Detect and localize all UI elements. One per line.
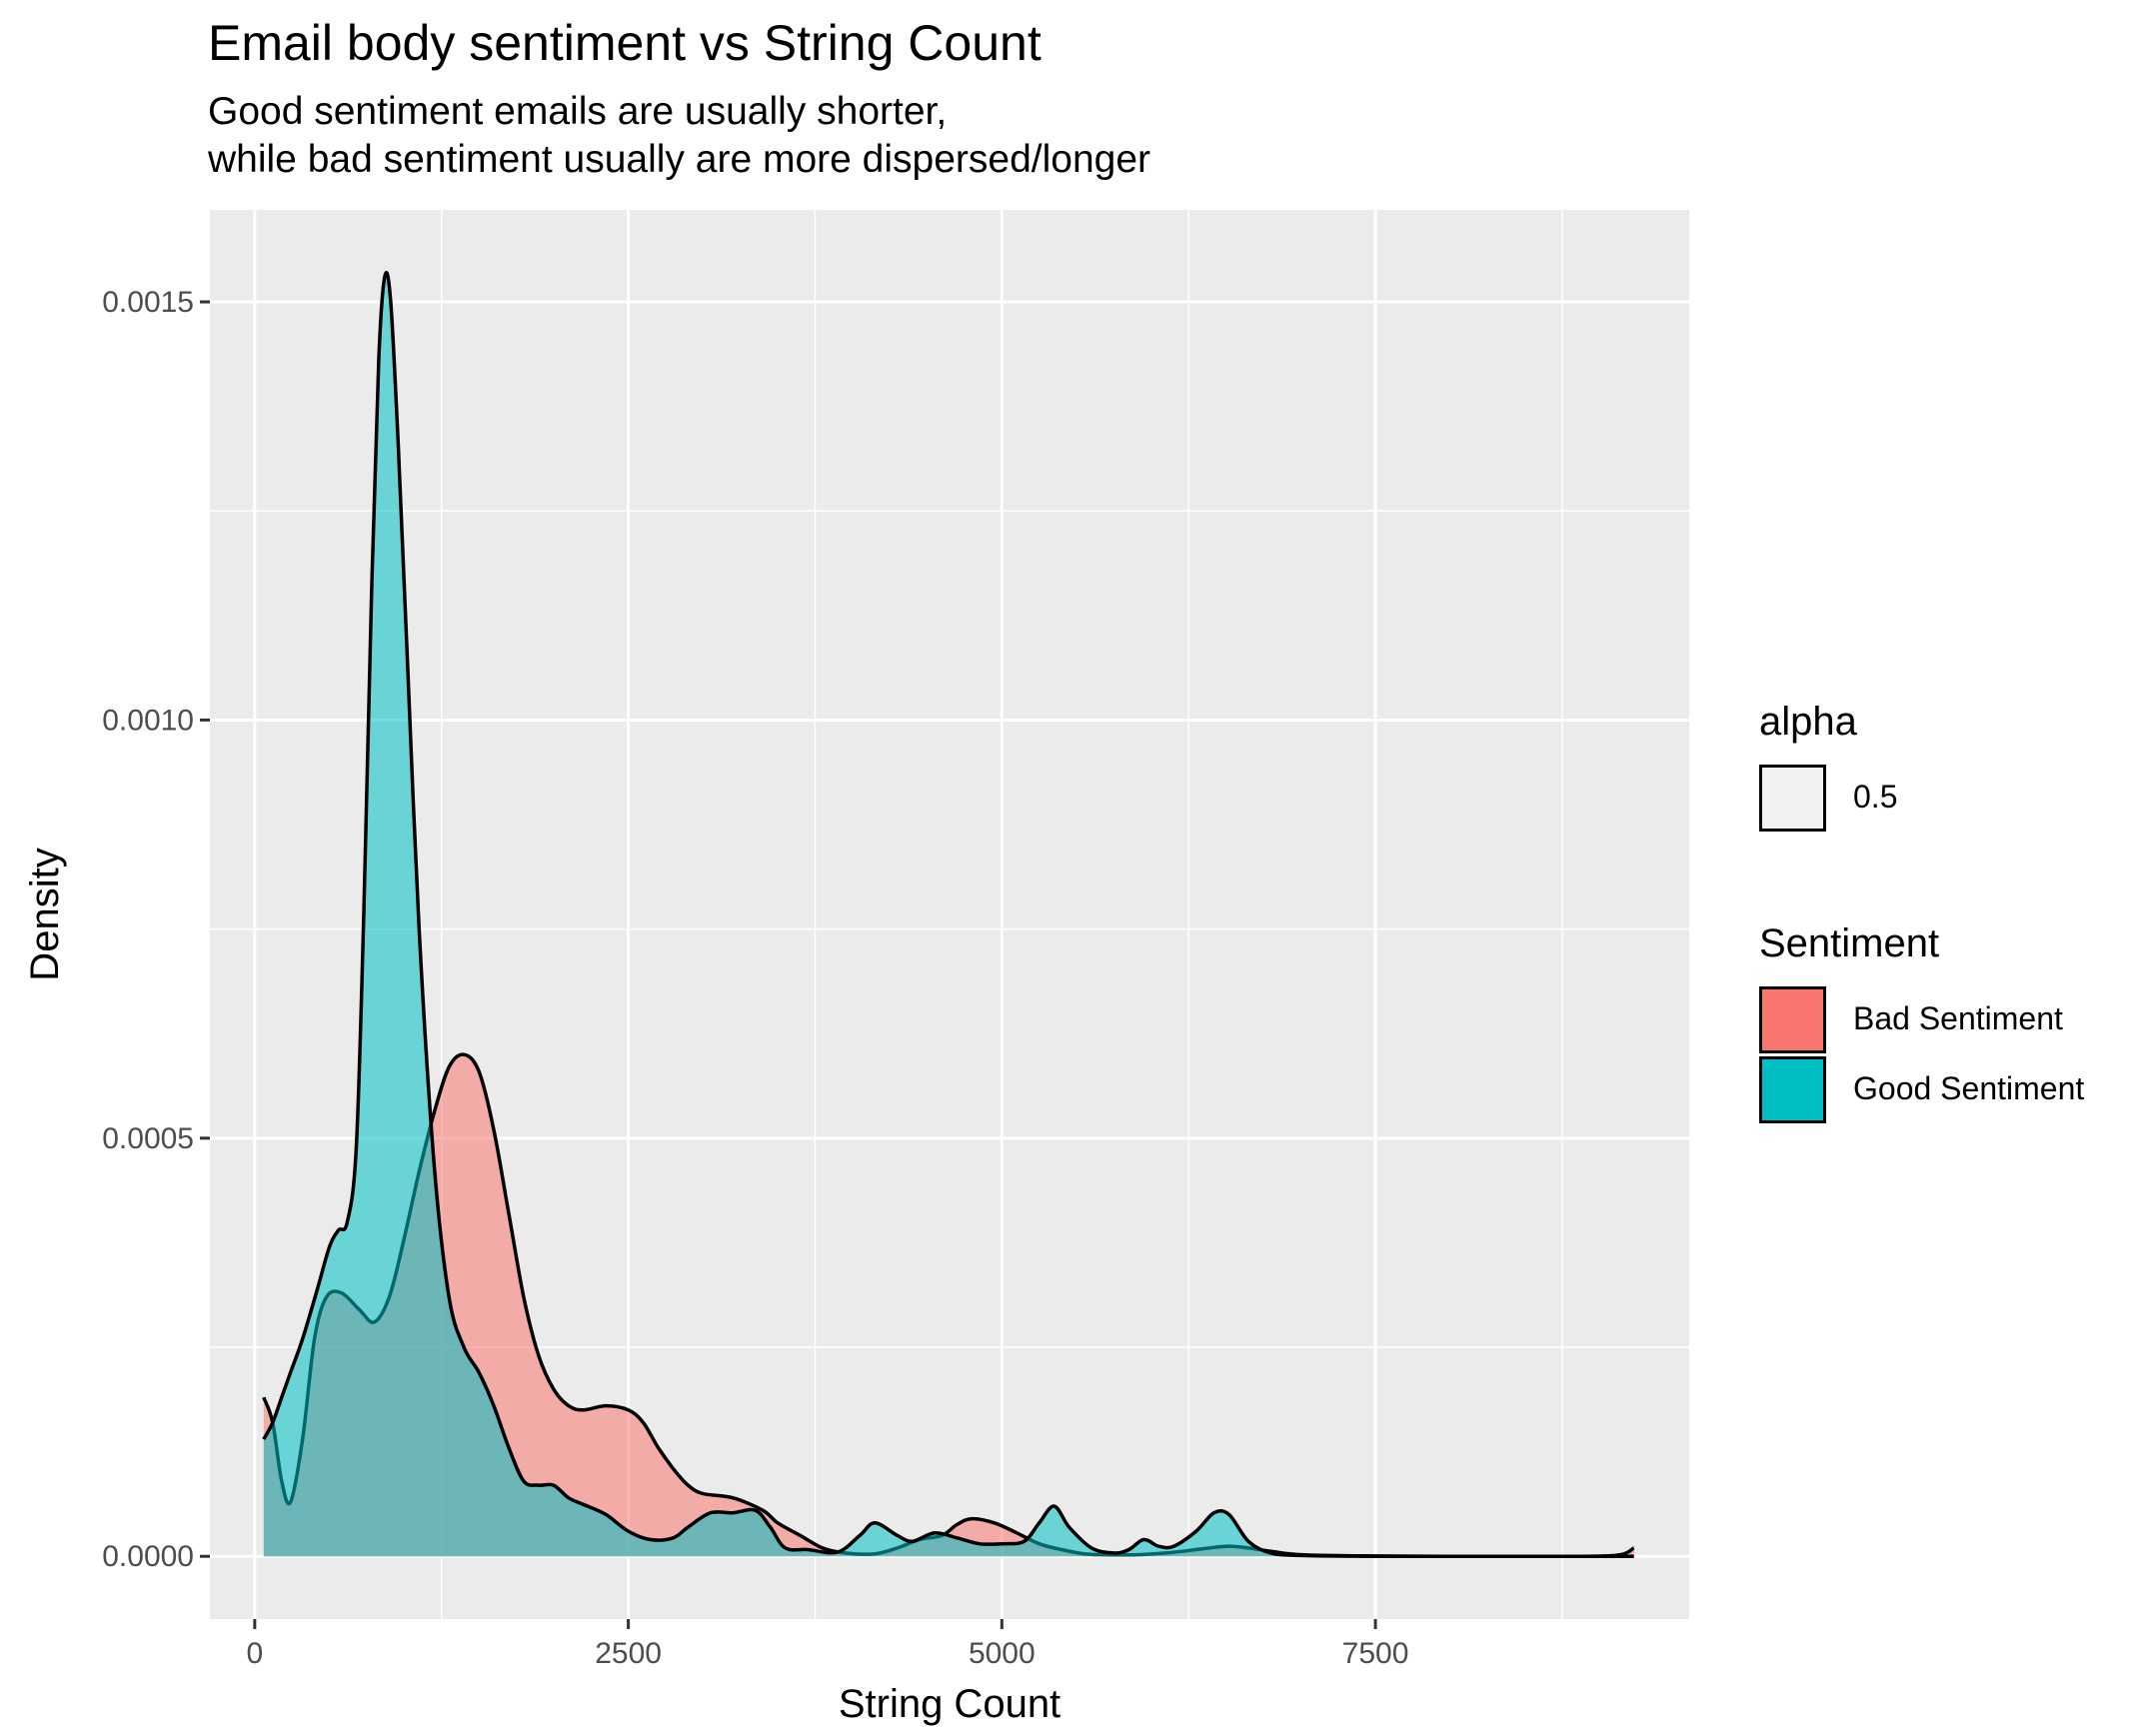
y-tick-label: 0.0005 bbox=[102, 1122, 194, 1155]
density-line-good-sentiment bbox=[262, 271, 1634, 1559]
y-axis: 0.0000 0.0005 0.0010 0.0015 bbox=[102, 286, 210, 1573]
y-tick-label: 0.0015 bbox=[102, 286, 194, 319]
chart-title: Email body sentiment vs String Count bbox=[208, 15, 1042, 71]
density-area-good-sentiment bbox=[263, 272, 1634, 1557]
legend-label: 0.5 bbox=[1853, 779, 1897, 815]
series-layer bbox=[262, 271, 1635, 1559]
x-tick-label: 0 bbox=[247, 1637, 264, 1670]
x-tick-label: 2500 bbox=[595, 1637, 662, 1670]
y-tick-label: 0.0000 bbox=[102, 1540, 194, 1573]
grid-major bbox=[210, 210, 1689, 1619]
subtitle-line-2: while bad sentiment usually are more dis… bbox=[208, 138, 1151, 181]
y-tick-label: 0.0010 bbox=[102, 704, 194, 737]
legend-key bbox=[1759, 986, 1826, 1053]
x-axis-title: String Count bbox=[839, 1682, 1061, 1726]
legend: alpha 0.5 Sentiment Bad Sentiment Good Senti… bbox=[1759, 700, 2084, 1123]
density-area-bad-sentiment bbox=[263, 1054, 1634, 1557]
x-tick-label: 7500 bbox=[1342, 1637, 1409, 1670]
subtitle-line-1: Good sentiment emails are usually shorte… bbox=[208, 90, 948, 133]
y-axis-title: Density bbox=[23, 848, 67, 980]
legend-label: Good Sentiment bbox=[1853, 1070, 2084, 1106]
legend-title: Sentiment bbox=[1759, 921, 1939, 965]
x-tick-label: 5000 bbox=[969, 1637, 1036, 1670]
legend-key bbox=[1759, 1056, 1826, 1123]
legend-key bbox=[1759, 765, 1826, 832]
legend-title: alpha bbox=[1759, 700, 1858, 744]
chart-subtitle: Good sentiment emails are usually shorte… bbox=[208, 88, 1150, 184]
legend-label: Bad Sentiment bbox=[1853, 1000, 2063, 1036]
x-axis: 0 2500 5000 7500 bbox=[247, 1619, 1409, 1670]
